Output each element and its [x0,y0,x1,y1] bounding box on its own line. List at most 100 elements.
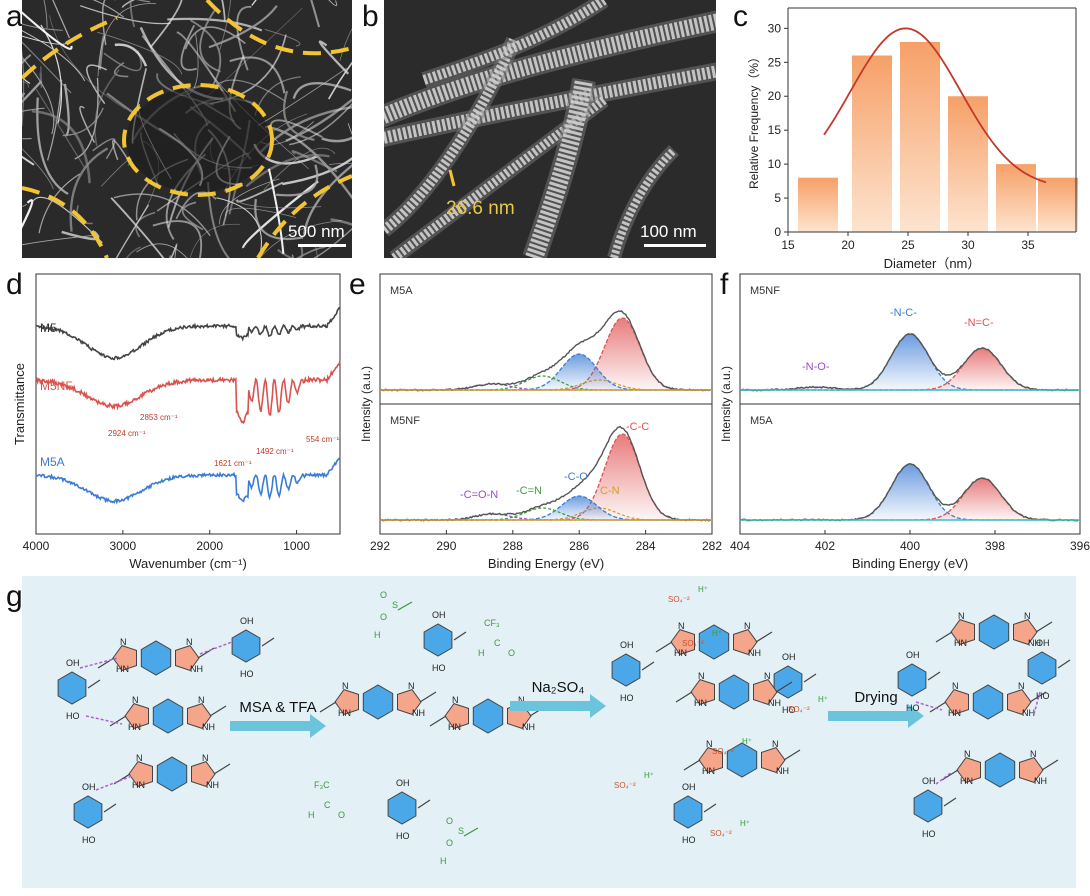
imidazole-ring [753,679,778,705]
atom-label: NH [1034,776,1047,786]
atom-label: N [952,681,959,691]
spectrum-m5nf [35,360,341,425]
atom-label: N [1030,749,1037,759]
nanofiber [525,78,593,258]
peak-annotation: 2924 cm⁻¹ [108,429,146,438]
atom-label: OH [66,658,80,668]
nanofiber [22,49,25,126]
methyl-bond [213,763,231,775]
pyridine-ring [978,614,1010,650]
methyl-bond [419,691,437,703]
scalebar-label-b: 100 nm [640,222,697,241]
atom-label: HN [694,698,707,708]
hydrogen-bond [85,715,123,725]
phenol-ring [673,795,703,829]
pyridine-ring [698,624,730,660]
peak-label: -C-O [564,471,588,483]
atom-label: NH [776,766,789,776]
nanofiber [245,154,330,188]
atom-label: N [342,681,349,691]
peak-label: -N-O- [802,361,830,373]
nanofiber [318,40,350,75]
nanofiber [234,199,322,209]
hydrogen-bond [199,641,233,655]
nanofiber [189,223,240,258]
peak-label: -N=C- [964,317,994,329]
histogram-bar [996,164,1036,232]
proton: H⁺ [644,771,654,780]
methyl-bond [1035,621,1053,633]
atom-label: HN [338,708,351,718]
atom-label: OH [922,776,936,786]
reaction-scheme: OH HO OH HO OH HO HN NH N N HN NH N N HN NH N N MSA & TFA O… [22,576,1076,888]
pore-region [126,88,270,192]
series-label: M5NF [40,379,73,393]
proton: H⁺ [818,695,828,704]
methyl-bond [927,671,941,681]
atom-label: O [338,810,345,820]
subplot-label: M5NF [390,415,420,427]
atom-label: N [1024,611,1031,621]
atom-label: NH [190,664,203,674]
y-tick-label: 25 [768,55,782,69]
x-tick-label: 286 [569,539,589,553]
x-tick-label: 25 [901,238,915,252]
atom-label: N [408,681,415,691]
imidazole-ring [761,747,786,773]
hydrogen-bond [935,771,953,785]
nanofiber [283,90,315,141]
pyridine-ring [362,684,394,720]
imidazole-ring [698,747,723,773]
atom-label: N [452,695,459,705]
sem-image-b: 26.6 nm 100 nm [384,0,716,258]
gaussian-fit-curve [823,27,1047,184]
nanofiber [229,56,286,94]
nanofiber [92,138,116,160]
pore-outline [22,16,118,80]
sulfate-ion: SO₄⁻² [668,595,690,604]
sem-fibers-b [384,0,716,258]
nanofiber [254,199,304,241]
diameter-marker [448,169,456,187]
nanofiber [236,181,284,203]
atom-label: OH [620,640,634,650]
x-tick-label: 2000 [196,539,223,553]
nanofiber [31,109,91,184]
arrow3-label: Drying [854,689,897,706]
x-tick-label: 404 [730,539,750,553]
atom-label: H [308,810,315,820]
atom-label: N [186,637,193,647]
sulfate-ion: SO₄⁻² [788,705,810,714]
atom-label: N [772,739,779,749]
y-tick-label: 15 [768,123,782,137]
methyl-bond [683,759,701,771]
atom-label: HN [132,780,145,790]
sulfate-ion: SO₄⁻² [614,781,636,790]
atom-label: HN [116,664,129,674]
nanofiber [152,220,203,258]
methyl-bond [453,631,467,641]
nanofiber [384,13,716,125]
histogram-bar [798,177,838,232]
methyl-bond [1057,659,1071,669]
phenol-ring [1027,651,1057,685]
atom-label: O [508,648,515,658]
pyridine-ring [156,756,188,792]
proton: H⁺ [742,737,752,746]
proton: H⁺ [698,585,708,594]
nanofiber [328,0,338,7]
atom-label: C [494,638,501,648]
y-axis-label: Transmittance [12,363,27,445]
nanofiber [129,0,136,28]
imidazole-ring [191,761,216,787]
methyl-bond [87,679,101,689]
x-tick-label: 15 [781,238,795,252]
nanofiber [22,54,32,65]
y-tick-label: 30 [768,21,782,35]
imidazole-ring [670,629,695,655]
atom-label: NH [768,698,781,708]
imidazole-ring [950,619,975,645]
pyridine-ring [718,674,750,710]
y-tick-label: 20 [768,89,782,103]
sem-fibers-a [22,0,352,258]
